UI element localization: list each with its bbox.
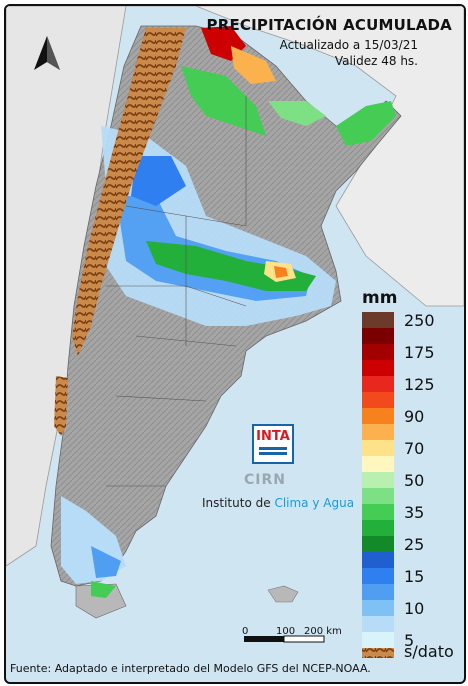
legend-swatch [362, 632, 394, 648]
legend-swatch [362, 408, 394, 424]
inta-logo: INTA [252, 424, 294, 464]
inta-logo-text: INTA [256, 429, 290, 444]
legend-swatch [362, 568, 394, 584]
legend-label: 10 [404, 599, 425, 618]
precipitation-map [6, 6, 464, 658]
legend-swatch [362, 376, 394, 392]
legend-label: 50 [404, 471, 425, 490]
legend-swatch [362, 600, 394, 616]
legend-label: 15 [404, 567, 425, 586]
map-title: PRECIPITACIÓN ACUMULADA [206, 16, 452, 34]
legend-swatch [362, 616, 394, 632]
legend-swatch [362, 360, 394, 376]
nodata-label: s/dato [404, 642, 454, 661]
legend-swatch [362, 392, 394, 408]
updated-text: Actualizado a 15/03/21 [279, 38, 418, 52]
scale-label-0: 0 [242, 626, 249, 637]
legend-label: 25 [404, 535, 425, 554]
precip-south-green [91, 581, 116, 598]
precip-south-blue2 [91, 546, 121, 578]
province-boundaries [106, 96, 247, 487]
legend-label: 5 [404, 631, 415, 650]
scale-bar [244, 635, 325, 643]
malvinas-islands [267, 585, 299, 603]
legend-swatch [362, 504, 394, 520]
legend-swatch [362, 344, 394, 360]
precip-orange-north [231, 46, 276, 84]
institute-name: Instituto de Clima y Agua [202, 496, 354, 510]
legend-colorbar [362, 312, 394, 648]
legend-swatch [362, 440, 394, 456]
chile-strip [6, 6, 127, 567]
legend-label: 250 [404, 311, 435, 330]
legend-label: 90 [404, 407, 425, 426]
validity-text: Validez 48 hs. [334, 54, 418, 68]
legend-swatch [362, 456, 394, 472]
legend-swatch [362, 520, 394, 536]
scale-label-200: 200 km [304, 626, 342, 637]
precip-green-ne [336, 101, 396, 146]
precip-green-north [181, 66, 266, 136]
precip-green-ne2 [268, 101, 326, 126]
legend-unit: mm [362, 288, 398, 308]
scale-label-100: 100 [276, 626, 296, 637]
legend-swatch [362, 552, 394, 568]
north-arrow-icon [34, 36, 60, 70]
legend-label: 35 [404, 503, 425, 522]
legend-swatch [362, 536, 394, 552]
institute-highlight: Clima y Agua [274, 496, 355, 510]
cirn-logo: CIRN [244, 472, 286, 488]
legend-swatch [362, 472, 394, 488]
precip-orange-central [274, 266, 288, 278]
legend-label: 70 [404, 439, 425, 458]
legend-swatch [362, 328, 394, 344]
footer-source: Fuente: Adaptado e interpretado del Mode… [10, 662, 371, 675]
legend-label: 175 [404, 343, 435, 362]
map-frame: PRECIPITACIÓN ACUMULADA Actualizado a 15… [4, 4, 466, 684]
legend-swatch [362, 312, 394, 328]
institute-prefix: Instituto de [202, 496, 271, 510]
legend-swatch [362, 584, 394, 600]
nodata-andes [72, 28, 186, 356]
precip-blue-north [131, 156, 186, 206]
tierra-del-fuego [75, 583, 127, 619]
legend-swatch [362, 488, 394, 504]
legend-swatch [362, 424, 394, 440]
nodata-south [54, 376, 68, 436]
legend-label: 125 [404, 375, 435, 394]
